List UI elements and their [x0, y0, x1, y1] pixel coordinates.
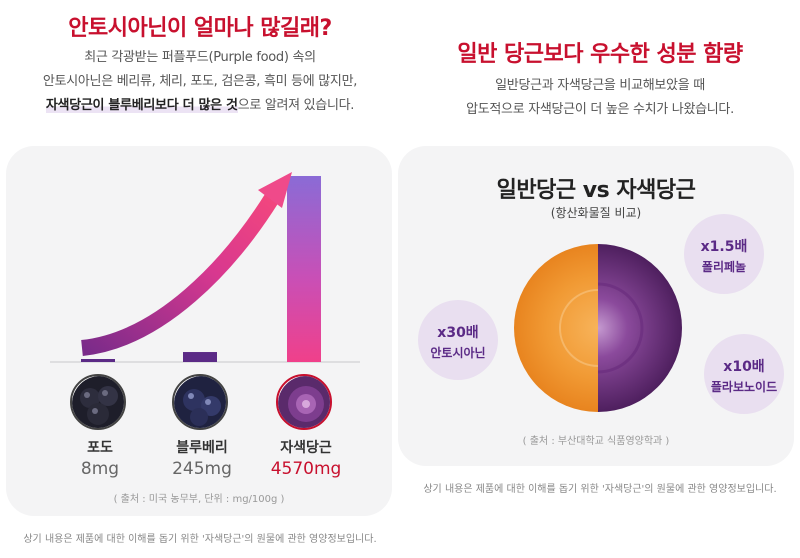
bar-3 — [287, 176, 321, 362]
comparison-section: 일반 당근보다 우수한 성분 함량 일반당근과 자색당근을 비교해보았을 때 압… — [400, 0, 800, 558]
product-blueberry: 블루베리 245mg — [147, 437, 257, 479]
right-source: ( 출처 : 부산대학교 식품영양학과 ) — [522, 436, 670, 447]
bars-group — [81, 176, 321, 362]
blueberry-image — [172, 374, 228, 430]
bar-chart-panel — [6, 146, 392, 516]
polyphenol-bubble: x1.5배 폴리페놀 — [684, 214, 764, 294]
left-desc-highlight: 자색당근이 블루베리보다 더 많은 것 — [45, 98, 238, 113]
left-desc-line3: 자색당근이 블루베리보다 더 많은 것으로 알려져 있습니다. — [0, 94, 400, 118]
right-footnote: 상기 내용은 제품에 대한 이해를 돕기 위한 '자색당근'의 원물에 관한 영… — [423, 484, 777, 495]
left-source: ( 출처 : 미국 농무부, 단위 : mg/100g ) — [113, 494, 285, 505]
product-purple-carrot: 자색당근 4570mg — [251, 437, 361, 479]
bubble-component: 안토시아닌 — [430, 346, 486, 360]
product-name: 포도 — [87, 440, 113, 456]
right-description: 일반당근과 자색당근을 비교해보았을 때 압도적으로 자색당근이 더 높은 수치… — [400, 74, 800, 122]
anthocyanin-bubble: x30배 안토시아닌 — [418, 300, 498, 380]
bubble-multiplier: x1.5배 — [700, 239, 748, 255]
growth-arrow-head — [258, 172, 292, 208]
left-desc-line3-rest: 으로 알려져 있습니다. — [237, 98, 355, 113]
compare-title: 일반당근 vs 자색당근 — [496, 178, 696, 203]
grape-image — [70, 374, 126, 430]
flavonoid-bubble: x10배 플라보노이드 — [704, 334, 784, 414]
right-title: 일반 당근보다 우수한 성분 함량 — [457, 42, 743, 67]
bubble-component: 플라보노이드 — [710, 380, 778, 394]
product-value: 245mg — [172, 459, 232, 479]
bar-2 — [183, 352, 217, 362]
anthocyanin-section: 안토시아닌이 얼마나 많길래? 최근 각광받는 퍼플푸드(Purple food… — [0, 16, 400, 118]
product-value: 4570mg — [270, 459, 342, 479]
growth-arrow — [81, 193, 279, 356]
left-footnote: 상기 내용은 제품에 대한 이해를 돕기 위한 '자색당근'의 원물에 관한 영… — [23, 534, 377, 545]
right-desc-line1: 일반당근과 자색당근을 비교해보았을 때 — [495, 78, 705, 93]
bar-1 — [81, 359, 115, 362]
bubble-component: 폴리페놀 — [701, 260, 747, 274]
carrot-cross-section-image — [514, 244, 682, 412]
bubble-multiplier: x10배 — [723, 359, 765, 375]
left-desc-line2: 안토시아닌은 베리류, 체리, 포도, 검은콩, 흑미 등에 많지만, — [42, 74, 358, 89]
product-name: 블루베리 — [176, 440, 228, 456]
compare-subtitle: (항산화물질 비교) — [550, 206, 642, 220]
left-title: 안토시아닌이 얼마나 많길래? — [68, 16, 332, 41]
product-name: 자색당근 — [280, 440, 332, 456]
product-value: 8mg — [80, 459, 120, 479]
left-desc-line1: 최근 각광받는 퍼플푸드(Purple food) 속의 — [84, 50, 316, 65]
left-description: 최근 각광받는 퍼플푸드(Purple food) 속의 안토시아닌은 베리류,… — [0, 46, 400, 118]
right-desc-line2: 압도적으로 자색당근이 더 높은 수치가 나왔습니다. — [466, 102, 734, 117]
purple-carrot-image — [276, 374, 332, 430]
product-grape: 포도 8mg — [45, 437, 155, 479]
bar-chart — [50, 172, 360, 363]
bubble-multiplier: x30배 — [437, 325, 479, 341]
